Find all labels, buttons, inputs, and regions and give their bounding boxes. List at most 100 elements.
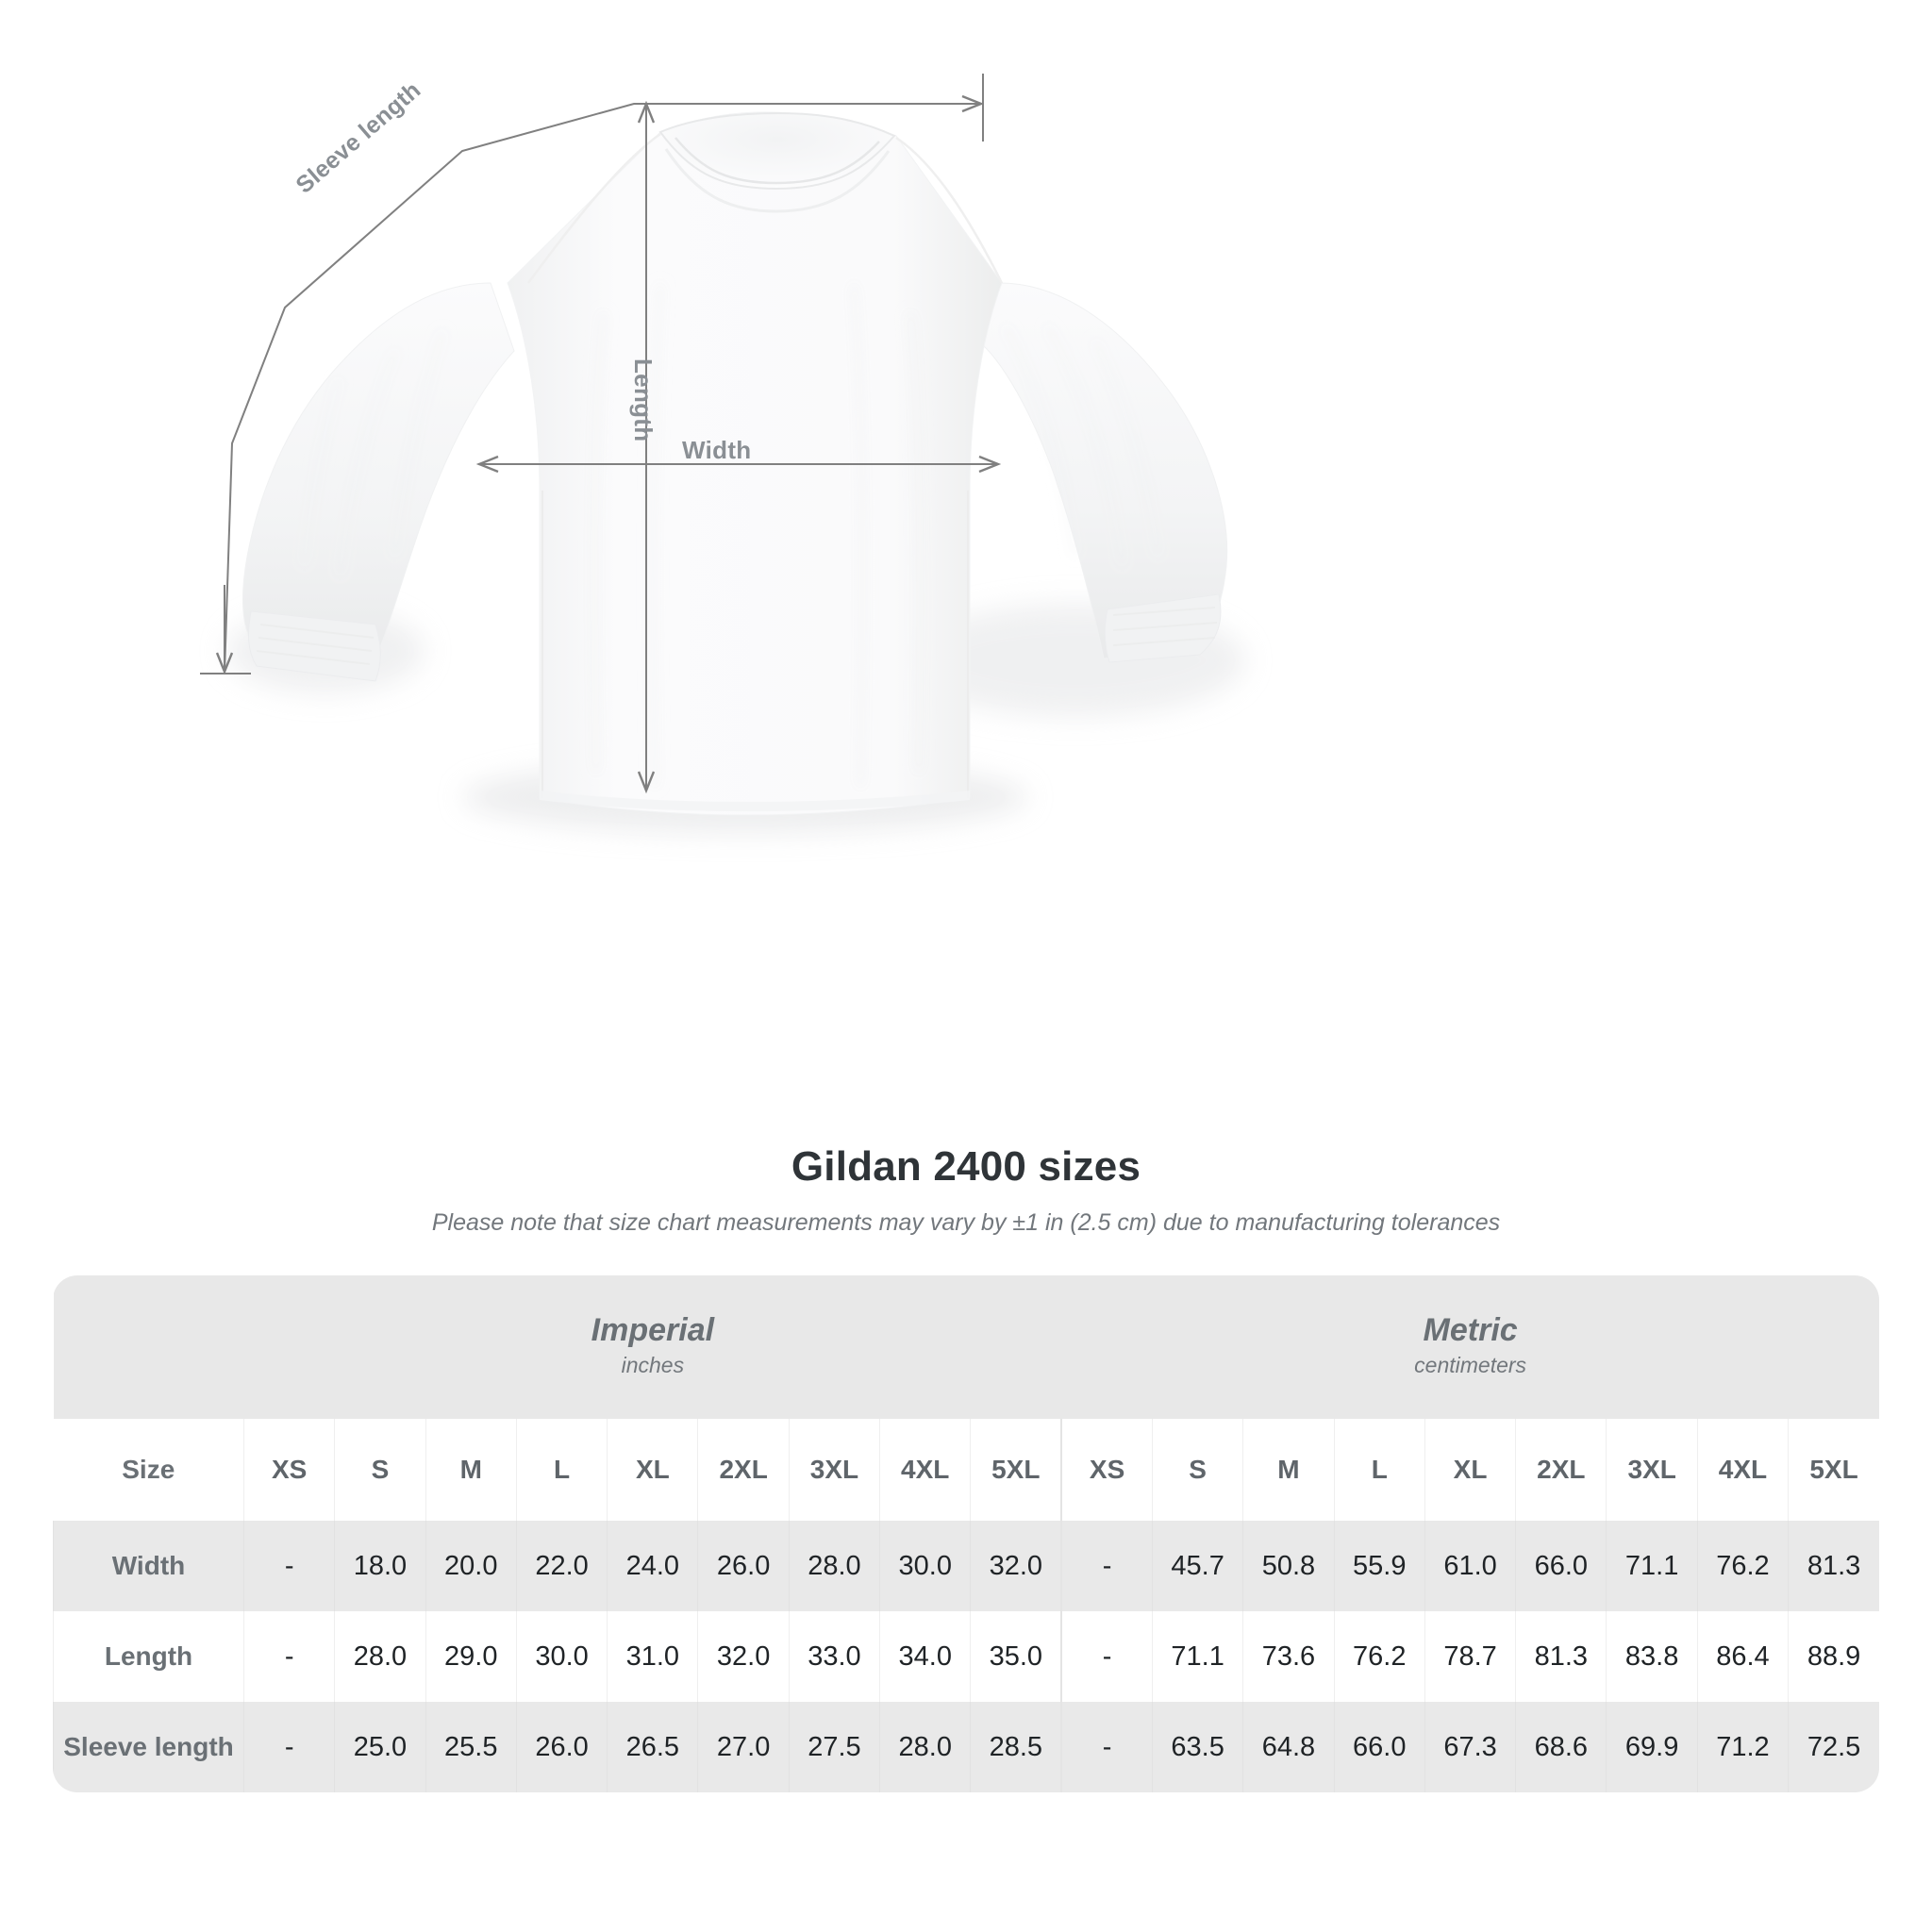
column-header-size-2xl-metric: 2XL (1515, 1419, 1607, 1521)
table-row: Width -18.0 20.0 22.0 24.0 26.0 28.0 30.0 32.0-4… (53, 1521, 1879, 1611)
cell-sleeve-length-m-metric: 64.8 (1242, 1702, 1335, 1792)
cell-sleeve-length-3xl-imperial: 27.5 (788, 1702, 880, 1792)
cell-width-5xl-imperial: 32.0 (970, 1521, 1062, 1611)
cell-width-3xl-imperial: 28.0 (788, 1521, 880, 1611)
page-title: Gildan 2400 sizes (791, 1143, 1141, 1190)
cell-sleeve-length-xs-metric: - (1060, 1702, 1153, 1792)
column-header-size-4xl-metric: 4XL (1696, 1419, 1789, 1521)
size-chart-table-container: Imperial inches Metric centimeters Size XS S M L… (53, 1275, 1879, 1792)
cell-sleeve-length-3xl-metric: 69.9 (1606, 1702, 1698, 1792)
cell-sleeve-length-xl-imperial: 26.5 (607, 1702, 698, 1792)
column-header-size-l-metric: L (1333, 1419, 1425, 1521)
column-header-size-s-metric: S (1151, 1419, 1243, 1521)
column-header-size-m-metric: M (1242, 1419, 1335, 1521)
column-header-size-5xl-metric: 5XL (1788, 1419, 1879, 1521)
right-sleeve (975, 282, 1228, 663)
garment-figure: Sleeve length Length Width (200, 74, 1245, 833)
cell-length-m-imperial: 29.0 (425, 1611, 517, 1702)
cell-length-xs-metric: - (1060, 1611, 1153, 1702)
cell-width-s-imperial: 18.0 (334, 1521, 426, 1611)
cell-width-l-metric: 55.9 (1333, 1521, 1425, 1611)
unit-system-header-imperial: Imperial inches (243, 1275, 1062, 1419)
cell-width-m-metric: 50.8 (1242, 1521, 1335, 1611)
cell-width-4xl-metric: 76.2 (1696, 1521, 1789, 1611)
column-header-size-4xl-imperial: 4XL (879, 1419, 971, 1521)
cell-length-m-metric: 73.6 (1242, 1611, 1335, 1702)
row-header-sleeve-length: Sleeve length (53, 1702, 244, 1792)
unit-system-unit: inches (621, 1353, 685, 1378)
cell-width-xl-imperial: 24.0 (607, 1521, 698, 1611)
column-header-size-s-imperial: S (334, 1419, 426, 1521)
cell-sleeve-length-5xl-imperial: 28.5 (970, 1702, 1062, 1792)
cell-sleeve-length-2xl-metric: 68.6 (1515, 1702, 1607, 1792)
garment-illustration (200, 74, 1245, 833)
cell-width-l-imperial: 22.0 (515, 1521, 608, 1611)
cell-length-s-imperial: 28.0 (334, 1611, 426, 1702)
cell-width-2xl-metric: 66.0 (1515, 1521, 1607, 1611)
cell-width-xs-imperial: - (242, 1521, 335, 1611)
cell-width-3xl-metric: 71.1 (1606, 1521, 1698, 1611)
column-header-size-xs-imperial: XS (242, 1419, 335, 1521)
table-units-row: Imperial inches Metric centimeters (53, 1275, 1879, 1419)
cell-length-s-metric: 71.1 (1151, 1611, 1243, 1702)
width-label: Width (682, 436, 752, 464)
row-header-width: Width (53, 1521, 244, 1611)
dimension-lines (200, 74, 1002, 794)
column-header-size-5xl-imperial: 5XL (970, 1419, 1062, 1521)
cell-sleeve-length-m-imperial: 25.5 (425, 1702, 517, 1792)
cell-width-m-imperial: 20.0 (425, 1521, 517, 1611)
cell-length-3xl-imperial: 33.0 (788, 1611, 880, 1702)
cell-length-2xl-metric: 81.3 (1515, 1611, 1607, 1702)
cell-length-3xl-metric: 83.8 (1606, 1611, 1698, 1702)
table-size-header-row: Size XS S M L XL 2XL 3XL 4XL 5XL XS S M L XL 2XL 3XL 4XL 5… (53, 1419, 1879, 1521)
page-subtitle: Please note that size chart measurements… (431, 1209, 1501, 1236)
unit-system-name: Imperial (591, 1312, 715, 1349)
cell-width-4xl-imperial: 30.0 (879, 1521, 971, 1611)
cell-length-2xl-imperial: 32.0 (697, 1611, 790, 1702)
cell-sleeve-length-s-imperial: 25.0 (334, 1702, 426, 1792)
size-chart-table: Imperial inches Metric centimeters Size XS S M L… (53, 1275, 1879, 1792)
cell-length-xl-imperial: 31.0 (607, 1611, 698, 1702)
column-header-size-3xl-metric: 3XL (1606, 1419, 1698, 1521)
cell-length-xs-imperial: - (242, 1611, 335, 1702)
column-header-size-xs-metric: XS (1060, 1419, 1153, 1521)
cell-length-xl-metric: 78.7 (1424, 1611, 1516, 1702)
column-header-size: Size (53, 1419, 244, 1521)
units-row-spacer (53, 1275, 244, 1419)
cell-sleeve-length-xs-imperial: - (242, 1702, 335, 1792)
column-header-size-l-imperial: L (515, 1419, 608, 1521)
collar (658, 111, 896, 213)
cell-sleeve-length-l-metric: 66.0 (1333, 1702, 1425, 1792)
length-label: Length (629, 358, 658, 442)
cell-length-4xl-metric: 86.4 (1696, 1611, 1789, 1702)
cell-width-xs-metric: - (1060, 1521, 1153, 1611)
cell-length-5xl-imperial: 35.0 (970, 1611, 1062, 1702)
cell-sleeve-length-2xl-imperial: 27.0 (697, 1702, 790, 1792)
cell-sleeve-length-xl-metric: 67.3 (1424, 1702, 1516, 1792)
column-header-size-3xl-imperial: 3XL (788, 1419, 880, 1521)
cell-length-4xl-imperial: 34.0 (879, 1611, 971, 1702)
cell-length-l-imperial: 30.0 (515, 1611, 608, 1702)
cell-width-s-metric: 45.7 (1151, 1521, 1243, 1611)
column-header-size-2xl-imperial: 2XL (697, 1419, 790, 1521)
column-header-size-m-imperial: M (425, 1419, 517, 1521)
cell-width-xl-metric: 61.0 (1424, 1521, 1516, 1611)
sleeve-length-dimension (224, 94, 985, 675)
cell-sleeve-length-4xl-imperial: 28.0 (879, 1702, 971, 1792)
cell-width-5xl-metric: 81.3 (1788, 1521, 1879, 1611)
cell-width-2xl-imperial: 26.0 (697, 1521, 790, 1611)
table-row: Sleeve length -25.0 25.5 26.0 26.5 27.0 27.5 28… (53, 1702, 1879, 1792)
cell-sleeve-length-5xl-metric: 72.5 (1788, 1702, 1879, 1792)
cell-sleeve-length-4xl-metric: 71.2 (1696, 1702, 1789, 1792)
unit-system-name: Metric (1423, 1312, 1518, 1349)
column-header-size-xl-imperial: XL (607, 1419, 698, 1521)
column-header-size-xl-metric: XL (1424, 1419, 1516, 1521)
row-header-length: Length (53, 1611, 244, 1702)
table-row: Length -28.0 29.0 30.0 31.0 32.0 33.0 34.0 35.0-… (53, 1611, 1879, 1702)
cell-sleeve-length-s-metric: 63.5 (1151, 1702, 1243, 1792)
unit-system-header-metric: Metric centimeters (1061, 1275, 1879, 1419)
cell-sleeve-length-l-imperial: 26.0 (515, 1702, 608, 1792)
cell-length-5xl-metric: 88.9 (1788, 1611, 1879, 1702)
left-sleeve (242, 282, 515, 682)
cell-length-l-metric: 76.2 (1333, 1611, 1425, 1702)
